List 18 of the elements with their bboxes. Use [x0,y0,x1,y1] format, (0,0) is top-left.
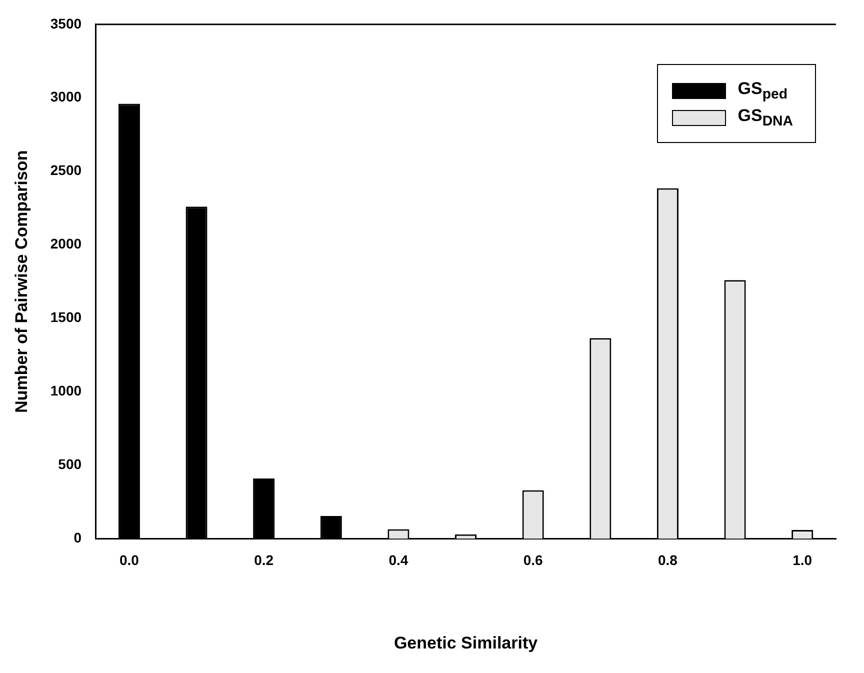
y-tick-label: 2000 [50,236,82,252]
x-tick-label: 0.2 [254,552,274,568]
y-tick-label: 0 [74,530,82,546]
x-tick-label: 0.8 [658,552,678,568]
legend-label: GS$_{ped}$ [738,79,788,102]
x-tick-label: 1.0 [792,552,812,568]
y-tick-label: 3000 [50,88,82,105]
x-axis-title: Genetic Similarity [394,633,538,652]
y-tick-label: 1000 [50,382,82,399]
x-tick-label: 0.6 [523,552,544,568]
y-tick-label: 3500 [50,15,82,32]
x-tick-label: 0.4 [388,552,408,568]
x-tick-label: 0.0 [119,552,140,568]
y-tick-label: 1500 [50,309,82,326]
y-tick-label: 500 [58,456,82,472]
y-axis-title: Number of Pairwise Comparison [12,150,31,413]
y-tick-label: 2500 [50,162,82,178]
legend-label: GS$_{DNA}$ [738,106,793,130]
